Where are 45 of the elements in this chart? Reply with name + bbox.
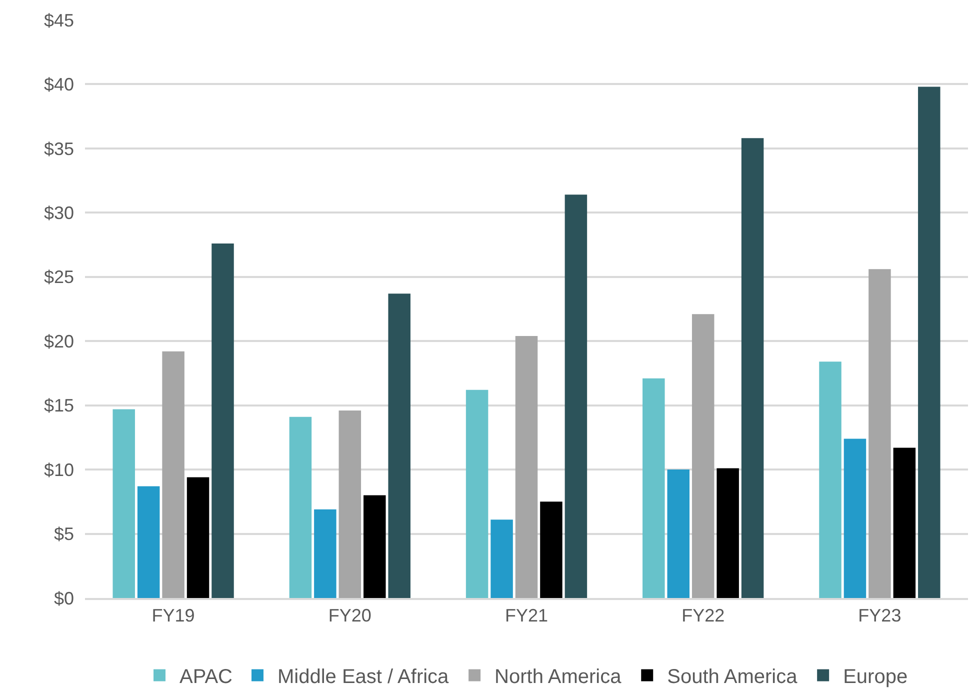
bar bbox=[364, 495, 386, 598]
bar bbox=[112, 409, 135, 598]
y-tick-label: $25 bbox=[44, 267, 74, 288]
y-tick-label: $45 bbox=[44, 10, 74, 30]
y-tick-label: $20 bbox=[44, 331, 74, 352]
legend-label: North America bbox=[494, 666, 622, 688]
bar bbox=[564, 194, 588, 598]
bar bbox=[716, 468, 739, 598]
y-tick-label: $10 bbox=[44, 460, 74, 480]
bar bbox=[137, 486, 160, 598]
legend-label: Middle East / Africa bbox=[277, 666, 450, 688]
legend-label: Europe bbox=[843, 666, 908, 688]
y-tick-label: $30 bbox=[44, 202, 74, 223]
bar bbox=[338, 410, 362, 598]
bar bbox=[515, 336, 538, 598]
x-tick-label: FY21 bbox=[504, 605, 548, 626]
y-tick-label: $5 bbox=[54, 524, 74, 544]
bar bbox=[289, 416, 312, 598]
bar bbox=[692, 314, 714, 598]
bar bbox=[466, 390, 488, 598]
bar bbox=[819, 362, 842, 598]
y-tick-label: $15 bbox=[44, 396, 74, 416]
bar bbox=[918, 86, 940, 598]
x-tick-label: FY20 bbox=[328, 605, 372, 626]
bar bbox=[540, 502, 562, 598]
bar bbox=[212, 243, 234, 598]
bar bbox=[162, 351, 184, 598]
bar bbox=[388, 294, 410, 598]
x-tick-label: FY19 bbox=[152, 605, 195, 626]
legend-label: South America bbox=[667, 666, 798, 688]
y-tick-label: $35 bbox=[44, 138, 74, 159]
x-tick-label: FY22 bbox=[682, 605, 725, 626]
y-tick-label: $0 bbox=[54, 588, 74, 608]
bar bbox=[314, 509, 336, 598]
bar bbox=[893, 448, 916, 598]
legend-label: APAC bbox=[180, 666, 232, 688]
bar bbox=[741, 138, 764, 598]
bar bbox=[642, 378, 665, 598]
y-tick-label: $40 bbox=[44, 74, 74, 95]
x-tick-label: FY23 bbox=[858, 605, 902, 626]
bar bbox=[490, 520, 513, 598]
bar bbox=[844, 438, 866, 598]
bar bbox=[186, 477, 210, 598]
bar bbox=[667, 470, 690, 598]
bar bbox=[868, 269, 891, 598]
